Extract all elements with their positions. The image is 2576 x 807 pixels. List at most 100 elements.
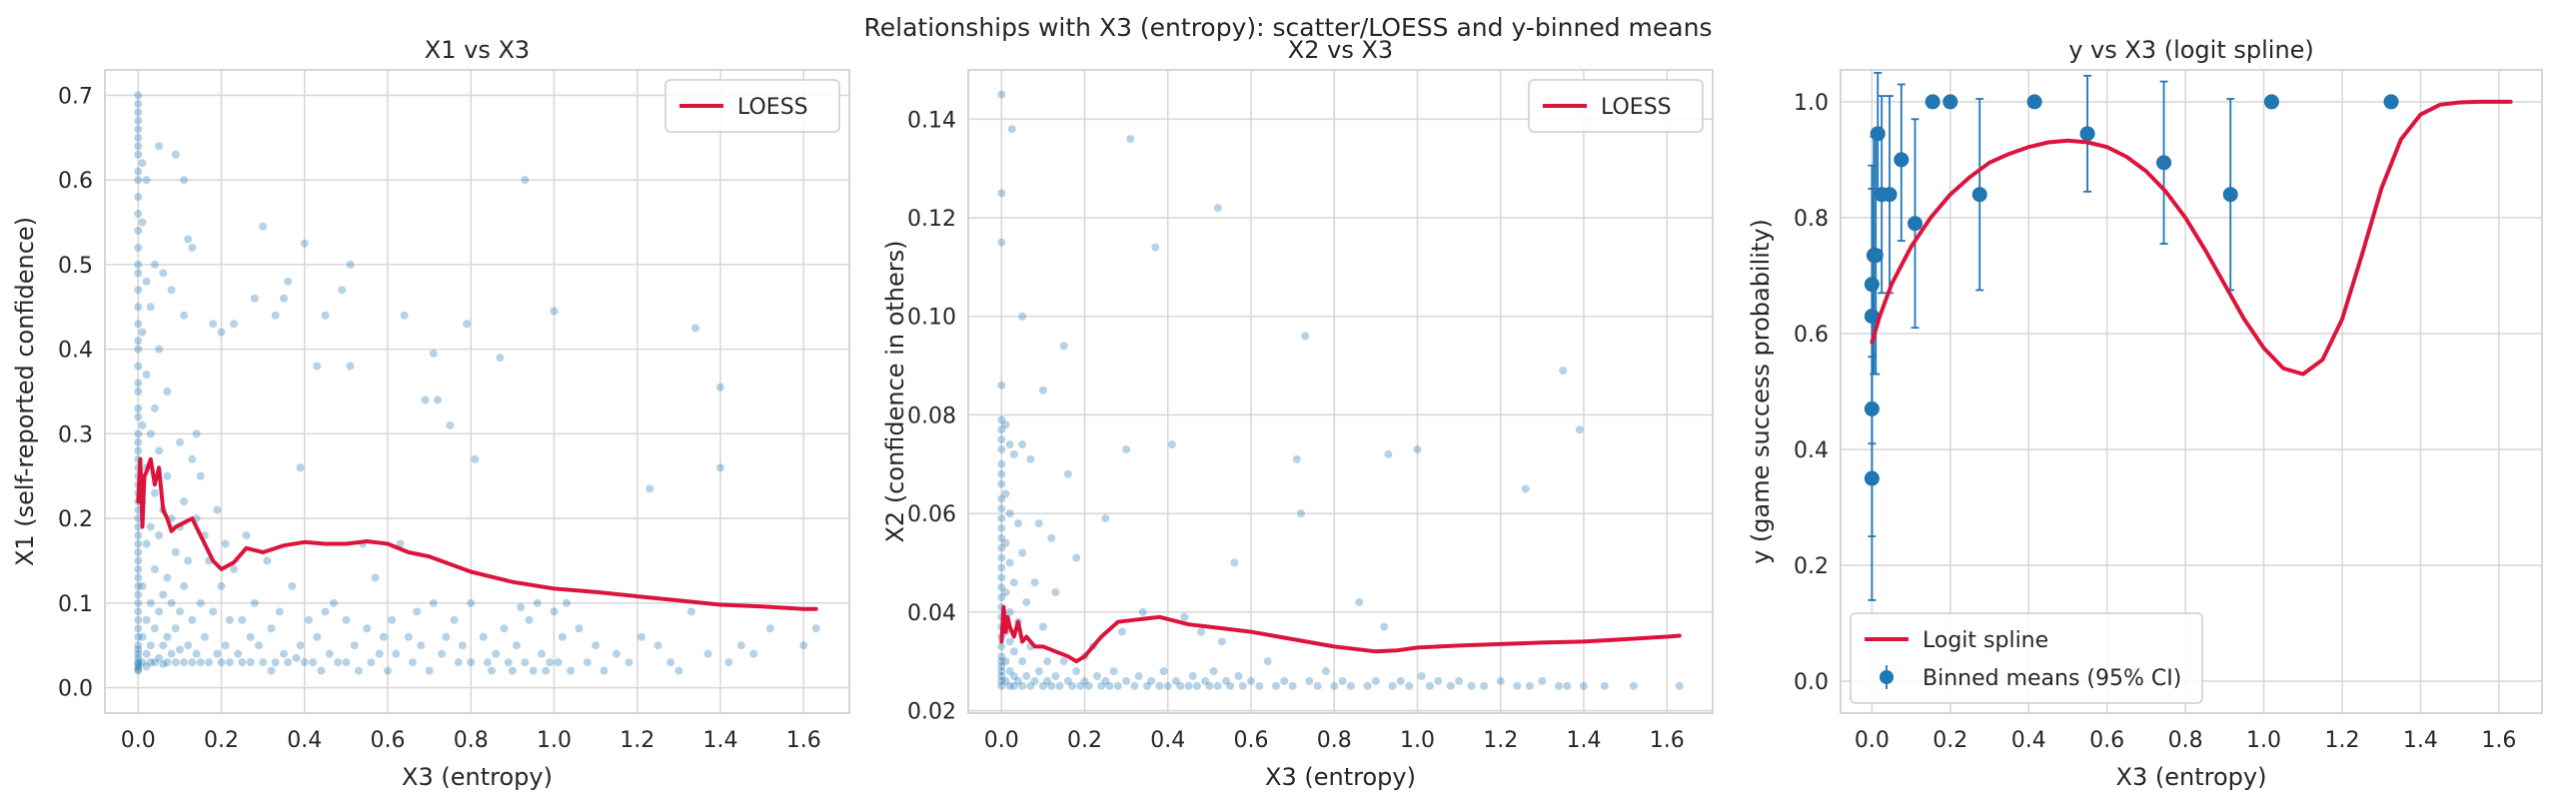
scatter-point: [192, 429, 201, 438]
scatter-point: [1018, 657, 1027, 666]
scatter-point: [159, 641, 168, 650]
scatter-point: [1180, 612, 1189, 621]
scatter-point: [1051, 671, 1060, 680]
binned-mean-point: [1942, 94, 1958, 110]
scatter-point: [1226, 681, 1235, 690]
scatter-point: [479, 632, 488, 641]
scatter-point: [134, 522, 143, 531]
scatter-point: [997, 189, 1006, 198]
scatter-point: [1559, 367, 1568, 376]
scatter-point: [134, 659, 143, 668]
scatter-point: [997, 415, 1006, 424]
scatter-point: [666, 658, 675, 667]
scatter-point: [1072, 667, 1081, 676]
scatter-point: [188, 615, 197, 624]
scatter-point: [134, 429, 143, 438]
scatter-point: [413, 607, 422, 616]
scatter-point: [342, 615, 351, 624]
x-tick-label: 0.6: [1234, 728, 1269, 753]
scatter-point: [134, 649, 143, 658]
x-tick-label: 0.8: [2168, 728, 2203, 753]
y-tick-label: 0.4: [58, 339, 93, 364]
scatter-point: [134, 286, 143, 295]
scatter-point: [765, 624, 774, 633]
scatter-point: [1338, 676, 1347, 685]
scatter-point: [997, 681, 1006, 690]
scatter-point: [546, 658, 555, 667]
scatter-point: [1247, 676, 1256, 685]
scatter-point: [296, 463, 305, 472]
scatter-point: [1222, 676, 1231, 685]
scatter-point: [500, 624, 509, 633]
scatter-point: [645, 484, 654, 493]
scatter-point: [458, 641, 467, 650]
scatter-point: [221, 641, 230, 650]
scatter-point: [417, 641, 426, 650]
scatter-point: [438, 649, 447, 658]
scatter-point: [175, 437, 184, 446]
scatter-point: [1101, 514, 1110, 523]
scatter-point: [134, 437, 143, 446]
scatter-point: [250, 598, 259, 607]
scatter-point: [159, 590, 168, 599]
scatter-point: [346, 260, 355, 269]
scatter-point: [1022, 671, 1031, 680]
scatter-point: [1043, 676, 1052, 685]
y-tick-label: 0.08: [907, 404, 956, 428]
scatter-point: [997, 676, 1006, 685]
scatter-point: [575, 624, 584, 633]
scatter-point: [134, 260, 143, 269]
x-tick-label: 1.2: [1483, 728, 1518, 753]
scatter-point: [653, 641, 662, 650]
scatter-point: [134, 666, 143, 675]
scatter-point: [313, 362, 322, 371]
scatter-point: [1018, 440, 1027, 449]
scatter-point: [171, 658, 180, 667]
scatter-point: [1030, 676, 1039, 685]
scatter-point: [1001, 676, 1010, 685]
scatter-point: [997, 543, 1006, 552]
scatter-point: [442, 632, 451, 641]
y-tick-label: 0.7: [58, 84, 93, 109]
scatter-point: [471, 454, 480, 463]
scatter-point: [346, 362, 355, 371]
scatter-point: [1005, 607, 1014, 616]
scatter-point: [296, 641, 305, 650]
scatter-point: [1321, 667, 1330, 676]
scatter-point: [1163, 681, 1172, 690]
scatter-point: [279, 294, 288, 303]
scatter-point: [1405, 681, 1414, 690]
scatter-point: [180, 497, 189, 506]
scatter-point: [488, 666, 497, 675]
scatter-point: [134, 556, 143, 565]
scatter-point: [1371, 676, 1380, 685]
scatter-point: [242, 531, 251, 540]
scatter-point: [1213, 681, 1222, 690]
scatter-point: [284, 658, 293, 667]
scatter-point: [221, 539, 230, 548]
scatter-point: [1346, 681, 1355, 690]
scatter-point: [997, 381, 1006, 390]
scatter-point: [271, 311, 280, 320]
x-tick-label: 0.0: [984, 728, 1019, 753]
scatter-point: [134, 653, 143, 662]
scatter-point: [325, 649, 334, 658]
scatter-point: [300, 239, 309, 248]
scatter-point: [184, 641, 193, 650]
scatter-point: [200, 632, 209, 641]
scatter-point: [175, 645, 184, 654]
scatter-point: [1001, 538, 1010, 547]
scatter-point: [134, 573, 143, 582]
scatter-point: [138, 159, 147, 168]
scatter-point: [686, 607, 695, 616]
scatter-point: [1455, 676, 1464, 685]
y-tick-label: 0.10: [907, 306, 956, 331]
scatter-point: [259, 658, 268, 667]
binned-mean-point: [1925, 94, 1940, 110]
scatter-point: [271, 658, 280, 667]
y-axis-label: X1 (self-reported confidence): [11, 217, 39, 566]
scatter-point: [150, 404, 159, 412]
scatter-point: [1009, 681, 1018, 690]
scatter-point: [1142, 681, 1151, 690]
y-tick-label: 0.6: [58, 169, 93, 194]
